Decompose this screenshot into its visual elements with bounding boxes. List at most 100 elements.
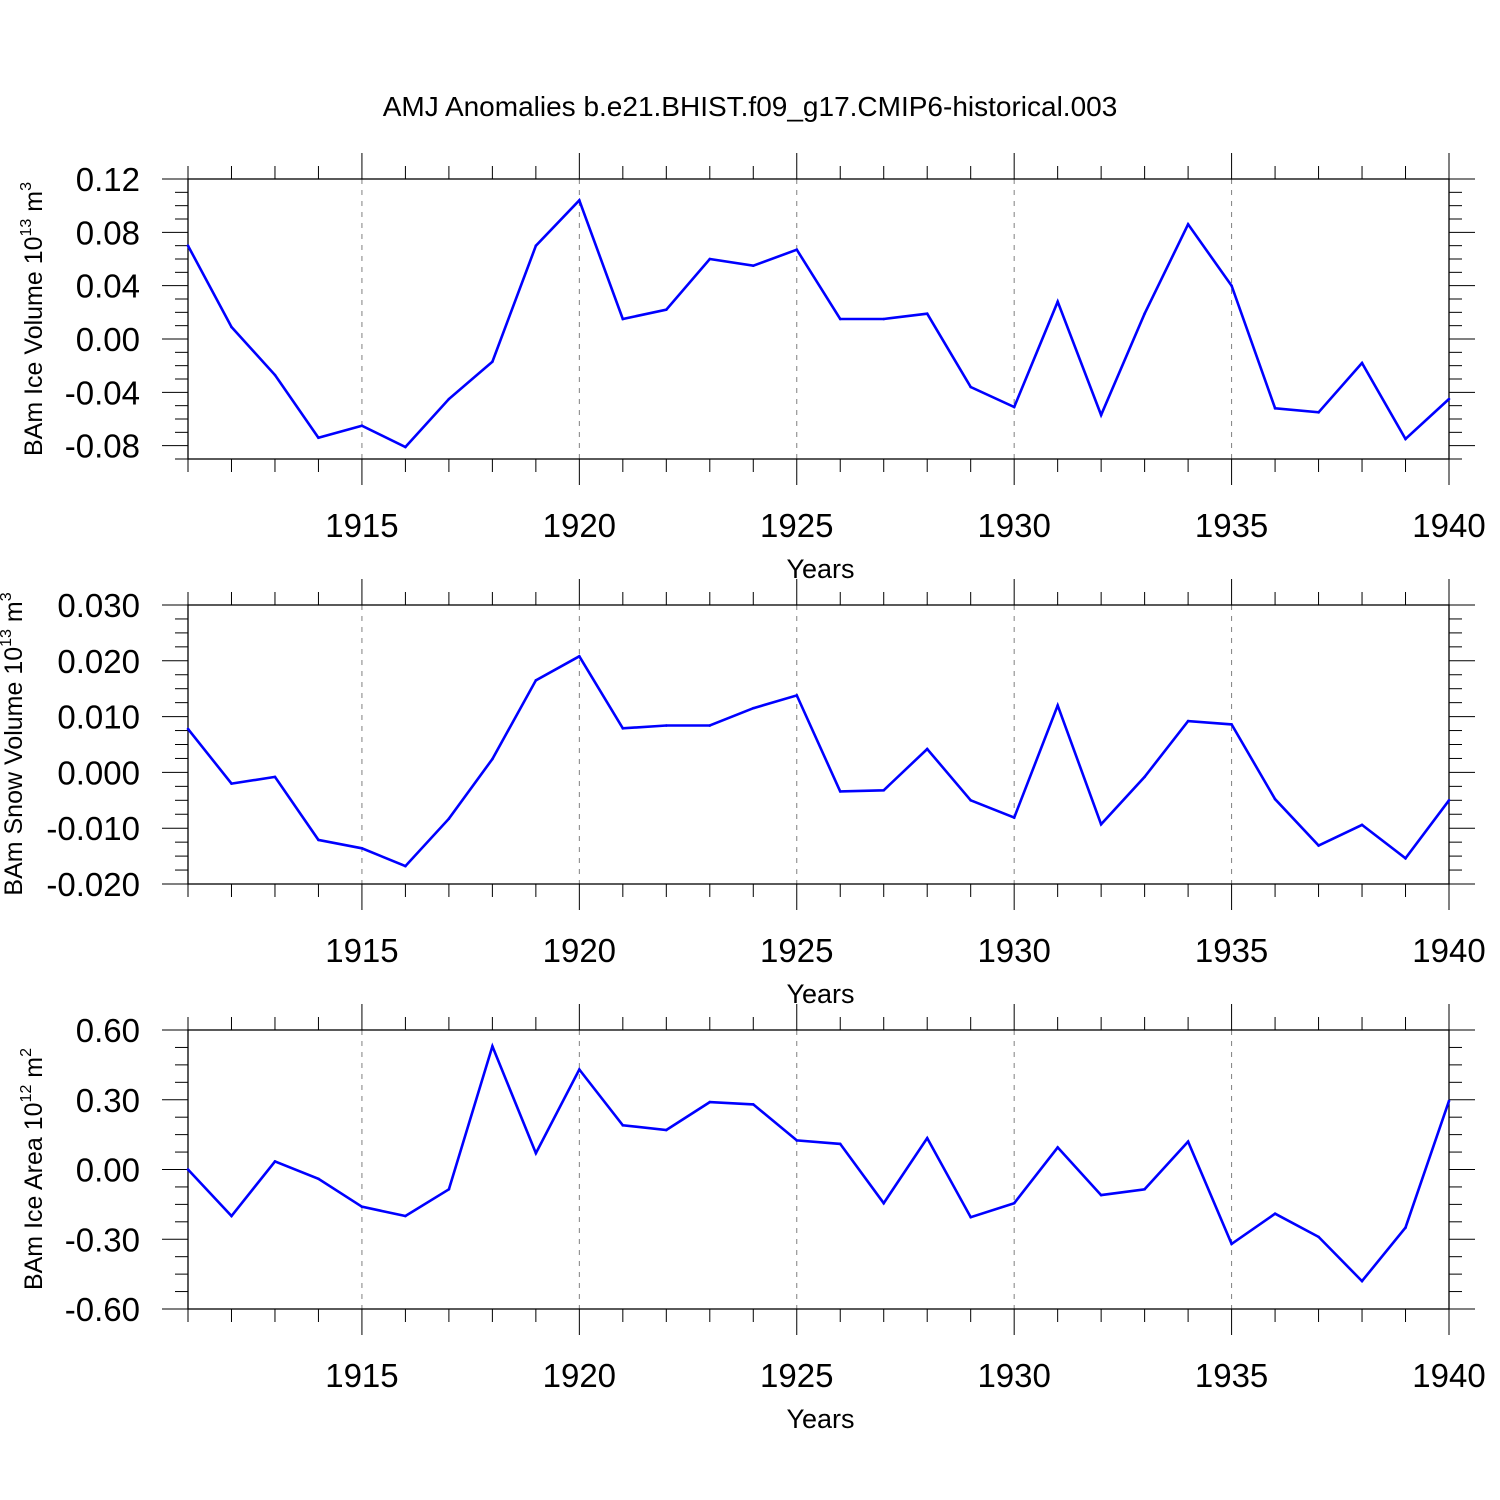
data-point [186,1168,190,1171]
y-axis-label-text: BAm Snow Volume 10 [0,647,28,896]
data-point [186,727,190,731]
x-tick-label: 1925 [760,932,833,969]
data-point [404,864,407,868]
data-point [1273,1212,1277,1215]
data-point [1012,1201,1016,1205]
x-tick-label: 1915 [325,932,398,969]
data-point [578,655,581,658]
x-tick-label: 1920 [543,1357,616,1394]
data-point [360,1205,364,1208]
panel-3: 1915 1920 1925 1930 1935 1940 0.60 0.30 0.00 -0.3… [18,1004,1486,1434]
data-point [708,724,712,727]
series-line [186,654,1451,868]
y-tick-label: 0.60 [76,1012,140,1049]
data-point [795,248,799,251]
data-point [491,1044,494,1048]
y-tick-label: 0.04 [76,268,140,305]
data-point [273,775,277,779]
y-axis-label-sup: 13 [18,219,35,237]
data-point [1404,437,1407,441]
series-line [187,1042,1451,1284]
y-axis-label: BAm Ice Area 1012 m2 [18,1048,48,1290]
data-point [1404,1226,1407,1229]
data-point [882,1201,886,1205]
data-point [925,1136,929,1140]
x-tick-label: 1935 [1195,1357,1268,1394]
data-point [1143,1187,1146,1191]
data-point [751,706,755,710]
data-point [1186,719,1190,723]
data-point [317,1177,320,1181]
data-point [186,244,190,247]
data-point [708,257,712,261]
data-point [1317,1235,1320,1239]
data-point [317,838,320,842]
y-tick-label: -0.30 [65,1221,140,1258]
chart-title: AMJ Anomalies b.e21.BHIST.f09_g17.CMIP6-… [383,91,1118,122]
y-tick-label: 0.030 [57,587,140,624]
data-point [1447,799,1451,802]
x-tick-label: 1940 [1412,507,1485,544]
data-point [534,679,538,682]
series-line [186,197,1450,449]
data-point [534,1151,538,1155]
x-tick-label: 1920 [543,932,616,969]
data-point [1056,300,1059,303]
x-tick-label: 1940 [1412,1357,1485,1394]
chart-panels: 1915 1920 1925 1930 1935 1940 0.12 0.08 0.04 0.00… [0,153,1486,1434]
data-point [665,1128,668,1132]
x-axis-label: Years [786,1404,854,1434]
y-tick-label: 0.12 [76,161,140,198]
y-tick-label: 0.30 [76,1082,140,1119]
data-point [882,317,886,321]
data-point [838,317,842,321]
x-tick-label: 1940 [1412,932,1485,969]
data-point [969,799,972,802]
y-axis-label-text: BAm Ice Volume 10 [20,236,48,456]
data-point [1317,411,1320,414]
data-point [404,445,407,449]
data-point [447,397,451,401]
data-point [665,308,668,311]
data-point [882,788,886,792]
x-tick-label: 1935 [1195,932,1268,969]
data-point [1099,822,1103,826]
plot-frame [187,1029,1450,1310]
panel-1: 1915 1920 1925 1930 1935 1940 0.12 0.08 0.04 0.00… [18,153,1486,584]
y-tick-label: -0.020 [46,866,140,903]
data-point [969,1215,972,1219]
y-axis-label-sup: 13 [0,629,15,647]
data-point [665,724,668,727]
data-point [360,846,364,850]
data-point [447,1187,451,1191]
data-point [925,747,929,751]
data-point [1230,1242,1233,1246]
x-tick-label: 1930 [977,1357,1050,1394]
y-tick-label: 0.010 [57,699,140,736]
data-point [273,1160,277,1163]
data-point [1273,797,1277,801]
y-axis-label-unit: m [0,601,28,629]
y-axis-label: BAm Snow Volume 1013 m3 [0,592,28,895]
data-point [1012,405,1016,409]
data-point [491,360,494,363]
plot-frame [187,178,1450,460]
x-tick-label: 1915 [325,1357,398,1394]
data-point [621,1124,625,1127]
data-point [621,317,625,321]
x-tick-label: 1930 [977,507,1050,544]
data-point [1447,397,1451,401]
data-point [534,244,538,247]
data-point [1360,823,1364,827]
x-tick-label: 1935 [1195,507,1268,544]
data-point [838,1142,842,1146]
y-tick-label: 0.00 [76,1152,140,1189]
data-point [230,782,233,785]
y-axis-label-unit: m [20,1057,48,1085]
y-axis-label-unit-sup: 3 [0,592,15,601]
data-point [1404,857,1407,860]
data-point [578,1068,581,1071]
data-point [360,424,364,427]
data-point [1317,844,1320,847]
